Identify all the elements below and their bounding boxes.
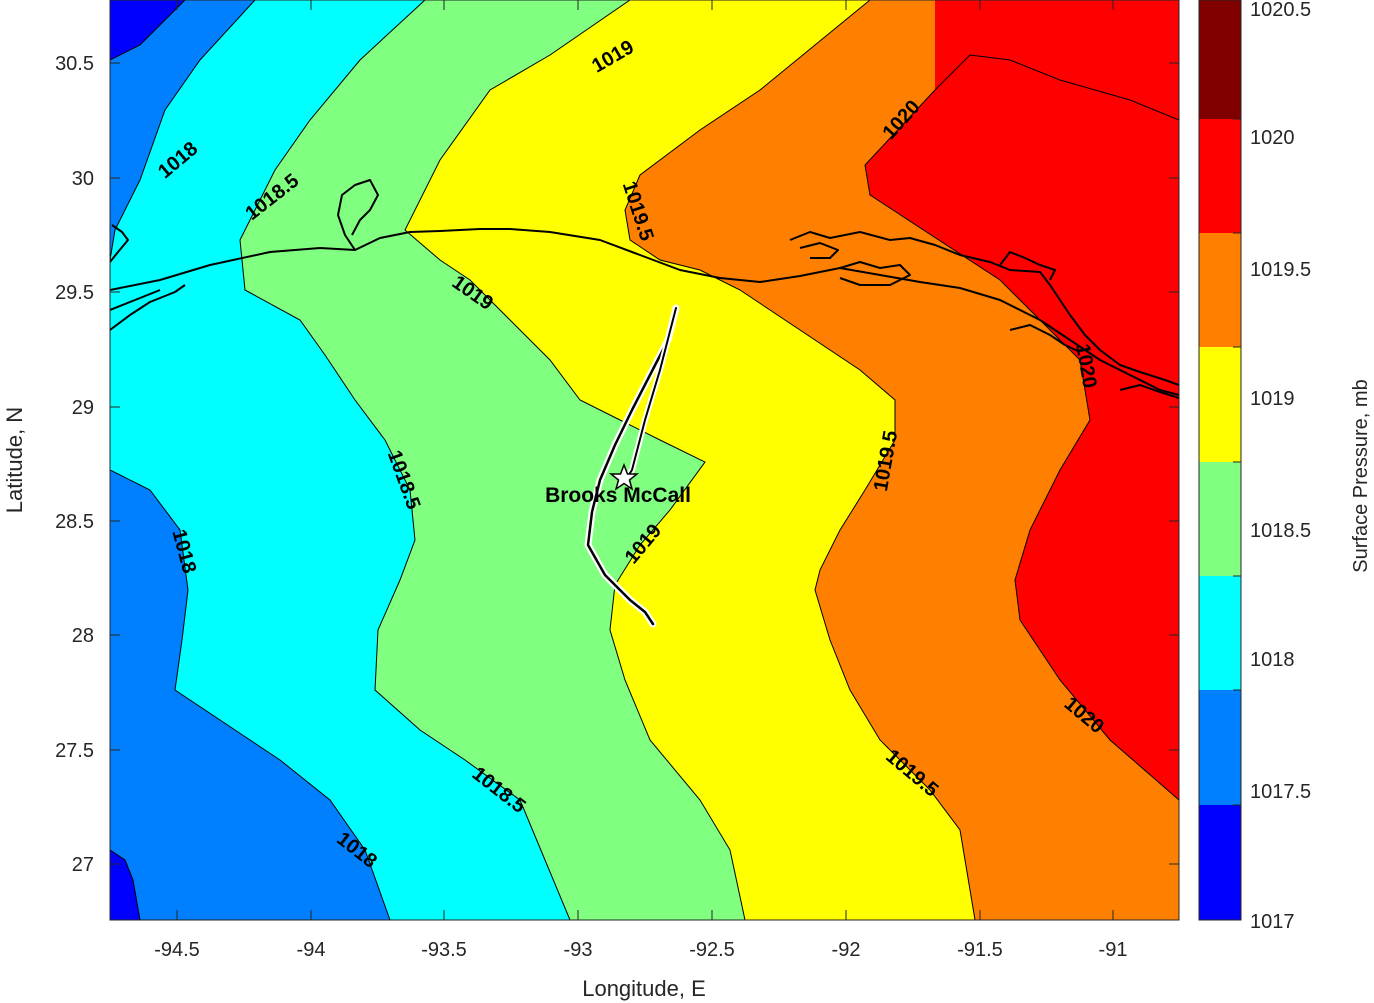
y-tick-label: 29.5 [55, 282, 94, 304]
band-1018 [110, 0, 570, 920]
x-axis-label: Longitude, E [582, 976, 706, 1001]
colorbar-title: Surface Pressure, mb [1350, 379, 1372, 572]
y-tick-label: 30 [72, 168, 94, 190]
y-tick-label: 30.5 [55, 53, 94, 75]
colorbar-tick-label: 1017 [1250, 911, 1295, 933]
y-axis [110, 62, 1179, 865]
y-tick-label: 28.5 [55, 511, 94, 533]
colorbar-segment [1199, 576, 1241, 690]
x-tick-label: -92.5 [689, 939, 735, 961]
star-icon [608, 462, 640, 491]
band-1017-ne [110, 0, 185, 60]
colorbar-tick-label: 1018 [1250, 649, 1295, 671]
colorbar: 1017 1017.5 1018 1018.5 1019 1019.5 1020… [1198, 0, 1372, 933]
station-marker: Brooks McCall [545, 462, 691, 507]
x-tick-label: -91 [1099, 939, 1128, 961]
y-tick-label: 28 [72, 625, 94, 647]
x-tick-label: -94 [297, 939, 326, 961]
coastline [110, 179, 1179, 399]
y-axis-label: Latitude, N [2, 407, 27, 513]
colorbar-tick-label: 1018.5 [1250, 520, 1311, 542]
colorbar-frame [1198, 0, 1242, 921]
colorbar-segment [1199, 347, 1241, 462]
colorbar-tick-label: 1020.5 [1250, 0, 1311, 21]
x-axis [176, 0, 1114, 920]
band-1017-sw [110, 850, 140, 920]
map-axes [110, 0, 1179, 920]
y-tick-labels: 27 27.5 28 28.5 29 29.5 30 30.5 [55, 53, 94, 876]
y-tick-label: 27 [72, 854, 94, 876]
axes-frame [109, 0, 1180, 921]
x-tick-label: -91.5 [957, 939, 1003, 961]
colorbar-tick-label: 1019.5 [1250, 259, 1311, 281]
colorbar-tick-label: 1020 [1250, 127, 1295, 149]
station-label: Brooks McCall [545, 484, 691, 507]
colorbar-tick-label: 1019 [1250, 388, 1295, 410]
x-tick-label: -93 [564, 939, 593, 961]
colorbar-segment [1199, 690, 1241, 805]
x-tick-label: -93.5 [421, 939, 467, 961]
x-tick-labels: -94.5 -94 -93.5 -93 -92.5 -92 -91.5 -91 [154, 939, 1127, 961]
colorbar-segment [1199, 462, 1241, 576]
colorbar-segment [1199, 0, 1241, 119]
x-tick-label: -94.5 [154, 939, 200, 961]
vessel-track [586, 306, 678, 626]
colorbar-segment [1199, 233, 1241, 347]
colorbar-segment [1199, 119, 1241, 233]
x-tick-label: -92 [832, 939, 861, 961]
y-tick-label: 29 [72, 397, 94, 419]
colorbar-segment [1199, 805, 1241, 920]
colorbar-tick-label: 1017.5 [1250, 781, 1311, 803]
y-tick-label: 27.5 [55, 740, 94, 762]
band-1017-5 [110, 0, 390, 920]
